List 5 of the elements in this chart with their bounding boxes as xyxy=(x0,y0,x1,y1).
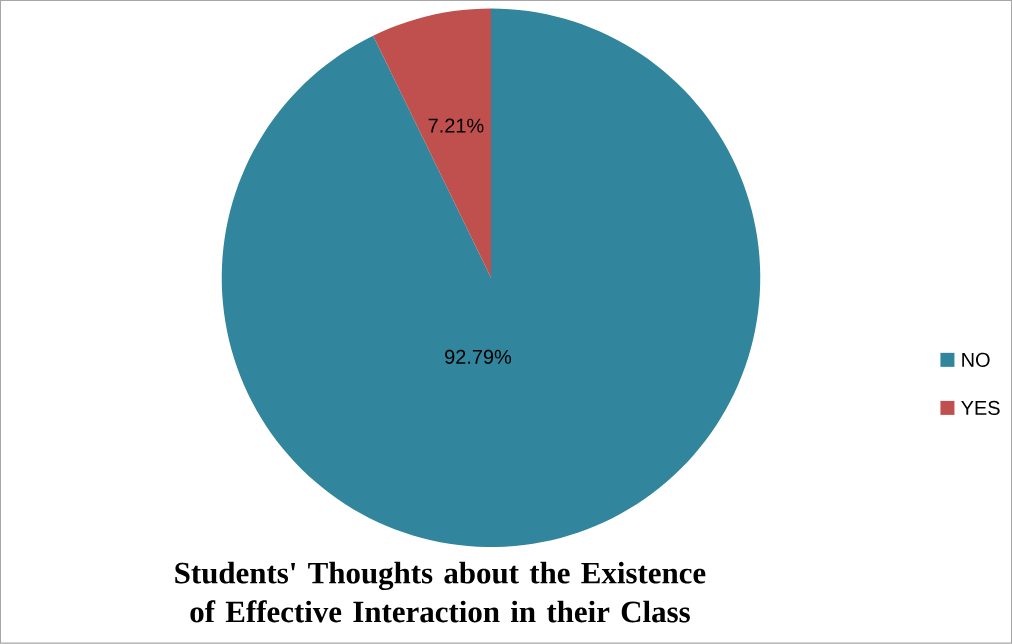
legend-label: YES xyxy=(961,401,1000,416)
text: Students' Thoughts about the Existence of Effective Interaction in their Class xyxy=(175,561,706,623)
legend-label: NO xyxy=(962,352,990,368)
data-label: 92.79% xyxy=(445,349,512,365)
data-label: 7.21% xyxy=(428,118,484,133)
